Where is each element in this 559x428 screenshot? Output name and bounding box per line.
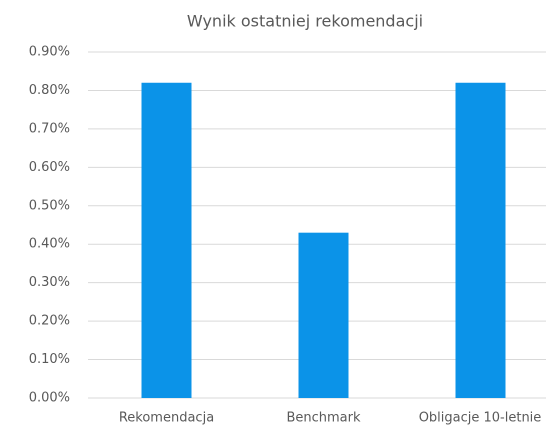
y-tick-label: 0.70% — [29, 121, 70, 136]
y-tick-label: 0.20% — [29, 314, 70, 329]
bar — [141, 82, 192, 398]
y-tick-label: 0.40% — [29, 237, 70, 252]
bar — [455, 82, 506, 398]
x-tick-label: Benchmark — [286, 411, 361, 426]
y-tick-label: 0.50% — [29, 198, 70, 213]
x-tick-label: Obligacje 10-letnie — [419, 411, 542, 426]
y-tick-label: 0.00% — [29, 391, 70, 406]
bar — [298, 232, 349, 398]
chart-title: Wynik ostatniej rekomendacji — [187, 12, 423, 31]
y-tick-label: 0.90% — [29, 45, 70, 60]
x-tick-label: Rekomendacja — [119, 411, 214, 426]
y-tick-label: 0.10% — [29, 352, 70, 367]
y-tick-label: 0.80% — [29, 83, 70, 98]
y-tick-label: 0.60% — [29, 160, 70, 175]
y-tick-label: 0.30% — [29, 275, 70, 290]
